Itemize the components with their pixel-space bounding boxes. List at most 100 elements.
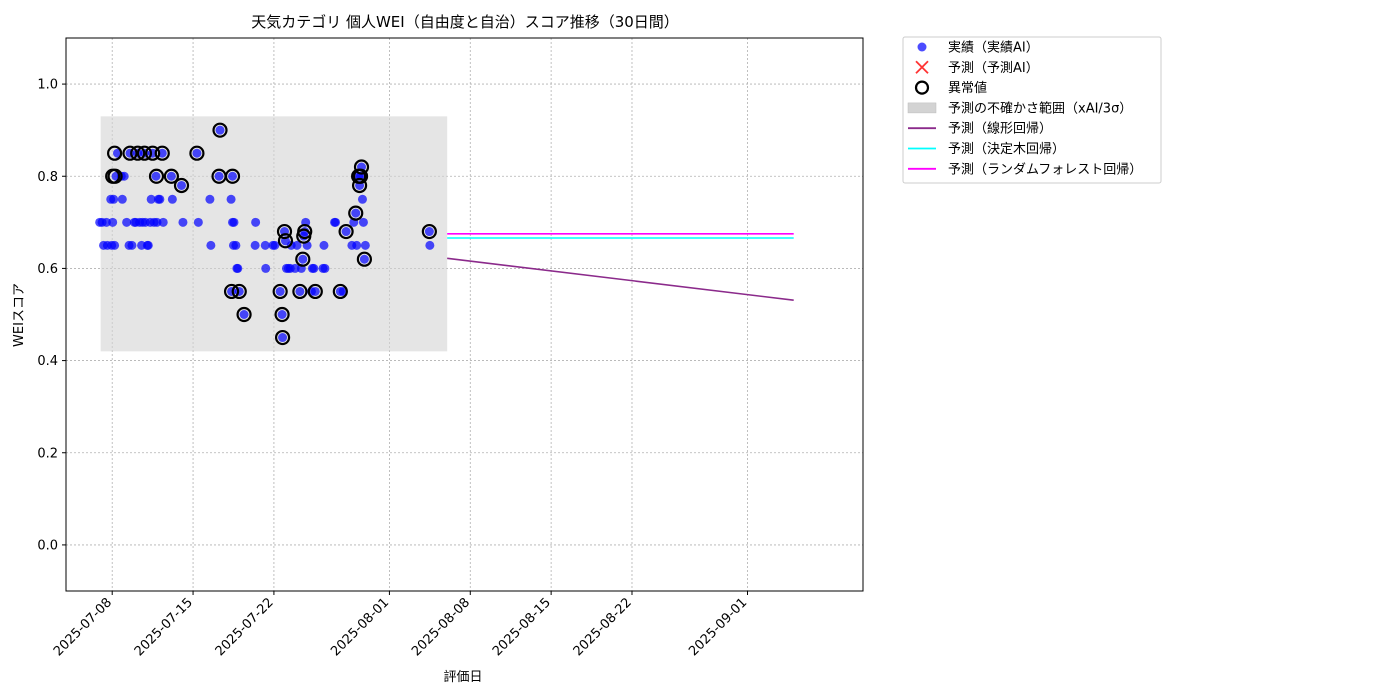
data-point <box>177 180 187 190</box>
outlier-marker <box>122 145 138 161</box>
x-tick-label: 2025-08-15 <box>490 595 554 659</box>
chart-title: 天気カテゴリ 個人WEI（自由度と自治）スコア推移（30日間） <box>251 13 679 31</box>
data-point <box>166 171 176 181</box>
data-point <box>117 194 127 204</box>
outlier-marker <box>224 168 241 184</box>
data-point <box>275 286 285 296</box>
data-point <box>351 208 361 218</box>
outlier-marker <box>352 168 369 184</box>
data-point <box>319 240 329 250</box>
data-point <box>152 217 162 227</box>
legend-label: 予測（予測AI） <box>948 61 1039 76</box>
data-point <box>270 240 280 250</box>
data-point <box>277 310 287 319</box>
data-point <box>192 148 202 158</box>
plot-area <box>66 38 863 591</box>
y-tick-label: 0.6 <box>37 262 58 277</box>
x-axis-label: 評価日 <box>443 670 482 685</box>
x-tick-label: 2025-07-15 <box>132 595 196 659</box>
data-point <box>425 240 435 250</box>
data-point <box>101 217 111 227</box>
data-point <box>278 333 288 343</box>
x-tick-label: 2025-07-08 <box>51 595 115 659</box>
outlier-marker <box>130 145 146 161</box>
y-tick-label: 0.2 <box>37 446 58 461</box>
outlier-marker <box>107 168 123 184</box>
x-tick-label: 2025-08-08 <box>409 595 473 659</box>
data-point <box>341 227 351 237</box>
data-point <box>352 240 362 250</box>
outlier-marker <box>277 233 294 249</box>
data-point <box>229 217 239 227</box>
legend-box <box>902 36 1162 184</box>
data-point <box>295 286 305 296</box>
outlier-marker <box>276 223 293 240</box>
outlier-marker <box>189 145 205 161</box>
data-point <box>193 217 203 227</box>
legend-band-icon <box>907 102 937 114</box>
legend-label: 予測（線形回帰） <box>948 121 1052 137</box>
data-point <box>233 263 243 273</box>
data-point <box>320 263 330 273</box>
outlier-marker <box>173 177 190 194</box>
outlier-marker <box>292 283 308 300</box>
legend-ring-icon <box>914 80 930 95</box>
data-point <box>260 240 270 250</box>
data-point <box>226 194 236 204</box>
outlier-marker <box>338 223 354 240</box>
data-point <box>424 227 434 237</box>
outlier-marker <box>332 283 348 300</box>
outlier-marker <box>148 168 165 184</box>
data-point <box>215 125 225 135</box>
y-tick-label: 0.4 <box>37 354 58 369</box>
outlier-marker <box>351 177 368 194</box>
data-point <box>358 217 368 227</box>
outlier-marker <box>163 168 180 184</box>
outlier-marker <box>295 251 311 267</box>
outlier-marker <box>223 283 240 300</box>
data-point <box>158 217 168 227</box>
legend-label: 予測（決定木回帰） <box>948 141 1065 157</box>
data-point <box>178 217 188 227</box>
outlier-marker <box>297 223 313 240</box>
y-tick-label: 1.0 <box>37 78 58 93</box>
data-point <box>360 240 370 250</box>
data-point <box>228 240 238 250</box>
data-point <box>157 148 167 158</box>
data-point <box>292 240 302 250</box>
data-point <box>122 217 132 227</box>
outlier-marker <box>145 145 161 161</box>
outlier-marker <box>136 145 153 161</box>
data-point <box>331 217 341 227</box>
outlier-marker <box>353 159 370 175</box>
data-point <box>309 263 319 273</box>
x-tick-label: 2025-08-22 <box>571 595 635 659</box>
data-point <box>110 240 120 250</box>
legend-label: 予測（ランダムフォレスト回帰） <box>948 161 1142 177</box>
data-point <box>250 240 260 250</box>
outlier-marker <box>274 329 291 346</box>
legend-label: 実績（実績AI） <box>948 40 1039 56</box>
data-point <box>359 254 369 264</box>
data-point <box>108 217 118 227</box>
data-point <box>155 194 165 204</box>
legend-label: 予測の不確かさ範囲（xAI/3σ） <box>948 100 1132 116</box>
outlier-marker <box>231 283 247 300</box>
outlier-marker <box>212 122 228 138</box>
legend-x-icon <box>915 60 929 74</box>
data-point <box>127 240 137 250</box>
data-point <box>146 194 156 204</box>
outlier-marker <box>236 306 252 323</box>
outlier-marker <box>154 145 170 161</box>
outlier-marker <box>421 223 437 240</box>
data-point <box>310 286 320 296</box>
data-point <box>214 171 224 181</box>
data-point <box>205 194 215 204</box>
data-point <box>109 194 119 204</box>
outlier-marker <box>272 283 288 300</box>
data-point <box>290 263 300 273</box>
x-tick-label: 2025-09-01 <box>686 595 750 659</box>
outlier-marker <box>348 205 364 221</box>
